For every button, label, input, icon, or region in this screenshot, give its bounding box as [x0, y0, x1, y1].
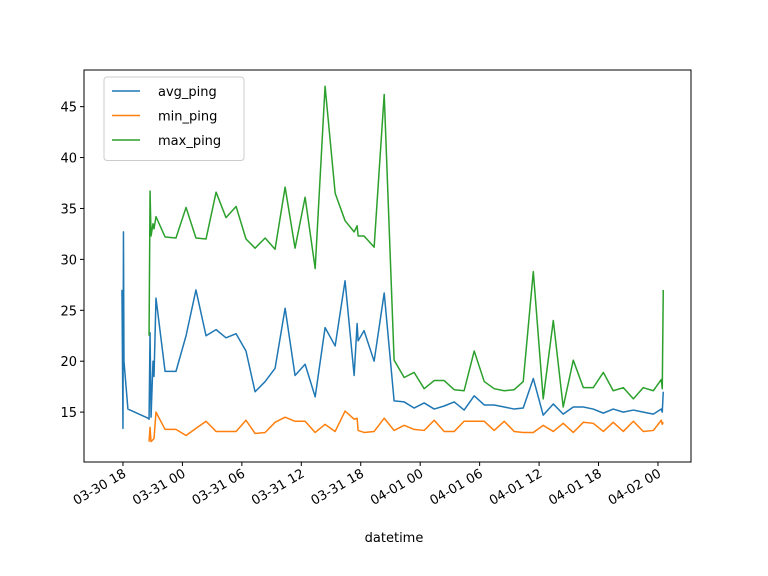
y-tick-label: 35: [60, 202, 77, 217]
series-line: [121, 231, 665, 430]
y-tick-label: 40: [60, 152, 77, 167]
x-axis-label: datetime: [365, 531, 424, 546]
legend-label: min_ping: [158, 110, 217, 125]
y-tick-label: 30: [60, 253, 77, 268]
series-line: [148, 410, 664, 443]
y-tick-label: 15: [60, 406, 77, 421]
y-tick-label: 20: [60, 355, 77, 370]
legend-label: max_ping: [158, 134, 221, 149]
plot-frame: [83, 69, 692, 463]
series-line: [148, 85, 665, 408]
legend-label: avg_ping: [158, 85, 217, 100]
y-tick-label: 45: [60, 101, 77, 116]
y-tick-label: 25: [60, 304, 77, 319]
